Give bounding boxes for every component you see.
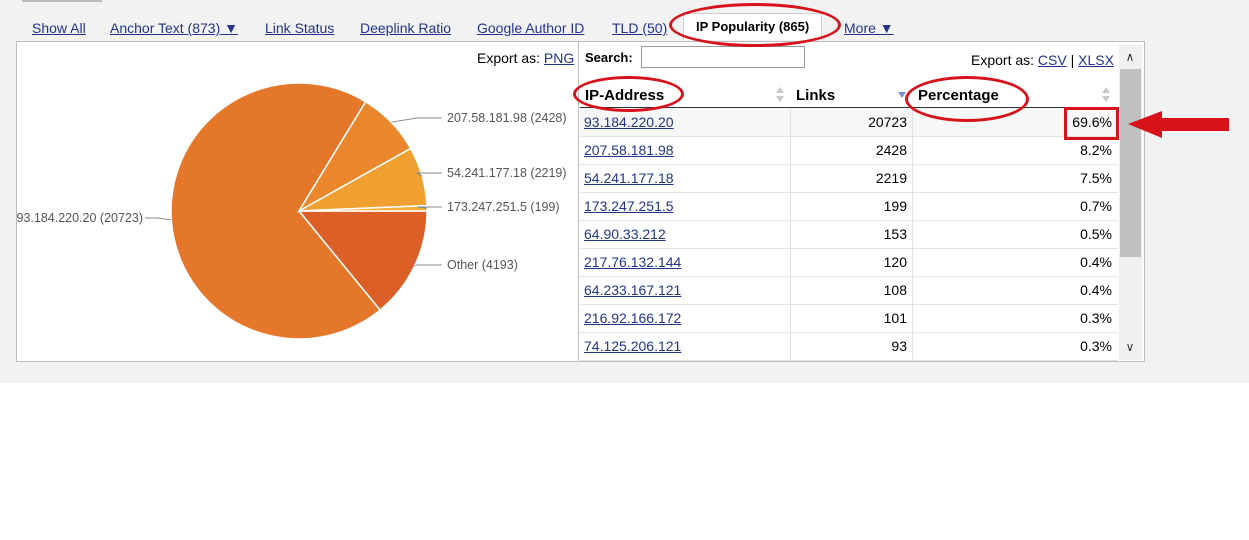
table-export: Export as: CSV | XLSX — [971, 52, 1114, 68]
table-header-rule — [580, 107, 1118, 108]
panel-divider — [578, 41, 579, 361]
sort-icon-ip-address[interactable] — [776, 86, 784, 104]
pie-slice-label: Other (4193) — [447, 258, 518, 272]
tab-anchor-text[interactable]: Anchor Text (873) ▼ — [110, 20, 238, 36]
pie-leader-line — [391, 117, 442, 123]
column-separator — [912, 108, 913, 360]
scroll-down-icon[interactable]: ∨ — [1125, 340, 1135, 354]
ip-address-link[interactable]: 64.233.167.121 — [584, 282, 682, 298]
pie-leader-line — [416, 206, 442, 209]
table-row: 217.76.132.144 120 0.4% — [580, 248, 1118, 277]
tab-show-all[interactable]: Show All — [32, 20, 86, 36]
sort-icon-percentage[interactable] — [1102, 86, 1110, 104]
ip-address-link[interactable]: 64.90.33.212 — [584, 226, 666, 242]
links-count: 199 — [883, 198, 907, 214]
top-edge-line — [22, 0, 102, 2]
links-count: 108 — [883, 282, 907, 298]
percentage-value: 0.5% — [1080, 226, 1112, 242]
links-count: 2219 — [875, 170, 907, 186]
export-separator: | — [1070, 52, 1075, 68]
percentage-value: 8.2% — [1080, 142, 1112, 158]
table-row: 93.184.220.20 20723 69.6% — [580, 108, 1118, 137]
pie-leader-line — [415, 172, 442, 177]
table-row: 207.58.181.98 2428 8.2% — [580, 136, 1118, 165]
links-count: 20723 — [868, 114, 907, 130]
scroll-up-icon[interactable]: ∧ — [1125, 50, 1135, 64]
column-header-ip-address[interactable]: IP-Address — [585, 87, 665, 104]
pie-slice-label: 173.247.251.5 (199) — [447, 200, 560, 214]
column-header-links[interactable]: Links — [796, 87, 836, 104]
table-row: 64.233.167.121 108 0.4% — [580, 276, 1118, 305]
tab-link-status[interactable]: Link Status — [265, 20, 335, 36]
column-separator — [790, 108, 791, 360]
search-input[interactable] — [641, 46, 805, 68]
table-row: 54.241.177.18 2219 7.5% — [580, 164, 1118, 193]
pie-chart: 93.184.220.20 (20723) 207.58.181.98 (2428… — [17, 82, 567, 340]
table-row: 74.125.206.121 93 0.3% — [580, 332, 1118, 361]
search-label: Search: — [585, 50, 633, 65]
percentage-value: 0.7% — [1080, 198, 1112, 214]
export-csv-link[interactable]: CSV — [1037, 52, 1067, 68]
links-count: 120 — [883, 254, 907, 270]
links-count: 101 — [883, 310, 907, 326]
red-arrow-icon — [1128, 111, 1229, 138]
column-header-percentage[interactable]: Percentage — [918, 87, 999, 104]
sort-icon-links[interactable] — [898, 86, 906, 104]
tab-google-author-id[interactable]: Google Author ID — [477, 20, 585, 36]
links-count: 153 — [883, 226, 907, 242]
percentage-value: 7.5% — [1080, 170, 1112, 186]
ip-address-link[interactable]: 93.184.220.20 — [584, 114, 674, 130]
table-row: 173.247.251.5 199 0.7% — [580, 192, 1118, 221]
links-count: 2428 — [875, 142, 907, 158]
tab-more[interactable]: More ▼ — [844, 20, 894, 36]
pie-slice[interactable] — [297, 210, 428, 312]
pie-slice[interactable] — [170, 82, 382, 340]
export-xlsx-link[interactable]: XLSX — [1078, 52, 1114, 68]
percentage-value: 0.3% — [1080, 310, 1112, 326]
tab-ip-popularity[interactable]: IP Popularity (865) — [683, 13, 823, 40]
tab-deeplink-ratio[interactable]: Deeplink Ratio — [360, 20, 452, 36]
pie-leader-line — [145, 217, 172, 221]
links-count: 93 — [891, 338, 907, 354]
table-row: 216.92.166.172 101 0.3% — [580, 304, 1118, 333]
ip-address-link[interactable]: 217.76.132.144 — [584, 254, 682, 270]
ip-address-link[interactable]: 207.58.181.98 — [584, 142, 674, 158]
chart-export: Export as: PNG — [477, 50, 574, 66]
pie-slice-label: 93.184.220.20 (20723) — [17, 211, 143, 225]
table-row: 64.90.33.212 153 0.5% — [580, 220, 1118, 249]
table-export-label: Export as: — [971, 52, 1035, 68]
pie-slice-label: 207.58.181.98 (2428) — [447, 111, 567, 125]
chart-export-label: Export as: — [477, 50, 541, 66]
ip-address-link[interactable]: 74.125.206.121 — [584, 338, 682, 354]
percentage-value: 0.3% — [1080, 338, 1112, 354]
pie-leader-line — [414, 264, 442, 267]
tab-tld[interactable]: TLD (50) — [612, 20, 668, 36]
pie-slice-label: 54.241.177.18 (2219) — [447, 166, 567, 180]
ip-address-link[interactable]: 54.241.177.18 — [584, 170, 674, 186]
export-png-link[interactable]: PNG — [543, 50, 575, 66]
ip-address-link[interactable]: 173.247.251.5 — [584, 198, 674, 214]
scrollbar-thumb[interactable] — [1120, 69, 1141, 257]
percentage-value: 0.4% — [1080, 282, 1112, 298]
percentage-value: 69.6% — [1072, 114, 1112, 130]
percentage-value: 0.4% — [1080, 254, 1112, 270]
ip-address-link[interactable]: 216.92.166.172 — [584, 310, 682, 326]
